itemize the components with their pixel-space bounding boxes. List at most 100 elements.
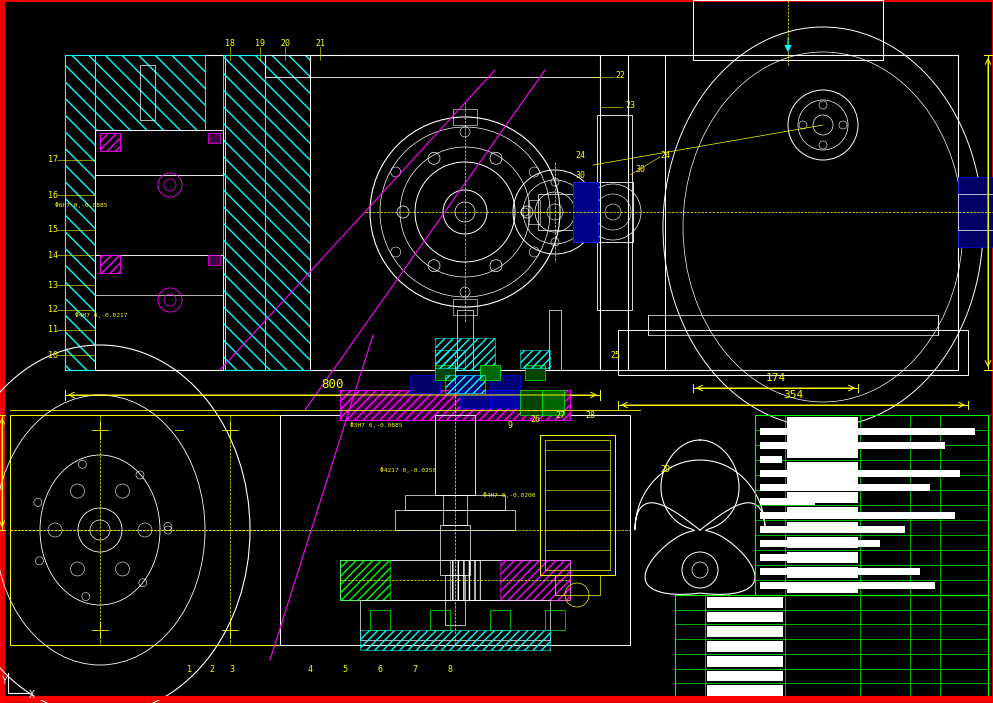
Bar	[340, 560, 570, 600]
Bar	[457, 310, 473, 370]
Bar	[450, 560, 480, 600]
Bar	[265, 55, 600, 77]
Text: Φ6H7 0,-0.0885: Φ6H7 0,-0.0885	[55, 202, 107, 208]
Bar	[787, 522, 858, 533]
Bar	[500, 560, 570, 600]
Bar	[760, 470, 960, 477]
Bar	[528, 200, 540, 224]
Text: 26: 26	[530, 415, 540, 425]
Bar	[208, 255, 220, 265]
Bar	[100, 255, 120, 273]
Bar	[310, 55, 665, 370]
Bar	[707, 641, 783, 652]
Text: 24: 24	[660, 150, 670, 160]
Bar	[65, 55, 95, 370]
Bar	[453, 109, 477, 125]
Bar	[525, 365, 545, 380]
Text: Y: Y	[2, 676, 8, 686]
Text: 15: 15	[48, 226, 58, 235]
Bar	[490, 390, 520, 408]
Bar	[265, 55, 310, 370]
Bar	[65, 55, 600, 370]
Bar	[445, 575, 465, 625]
Bar	[140, 65, 155, 120]
Bar	[760, 526, 905, 533]
Bar	[538, 194, 578, 230]
Bar	[760, 442, 945, 449]
Bar	[223, 55, 265, 370]
Bar	[410, 375, 440, 393]
Bar	[618, 330, 968, 375]
Text: 21: 21	[315, 39, 325, 48]
Text: 27: 27	[555, 411, 565, 420]
Text: 354: 354	[782, 390, 803, 400]
Bar	[648, 315, 938, 335]
Bar	[545, 440, 610, 570]
Bar	[100, 133, 120, 151]
Bar	[787, 477, 858, 488]
Text: 4: 4	[308, 666, 313, 674]
Bar	[760, 428, 975, 435]
Text: 800: 800	[322, 378, 344, 392]
Bar	[280, 415, 630, 645]
Bar	[95, 255, 223, 370]
Bar	[545, 610, 565, 630]
Text: 20: 20	[280, 39, 290, 48]
Text: 9: 9	[507, 420, 512, 430]
Text: 3: 3	[229, 666, 234, 674]
Bar	[100, 255, 120, 273]
Bar	[395, 510, 515, 530]
Bar	[958, 177, 993, 247]
Bar	[707, 656, 783, 666]
Bar	[360, 630, 550, 650]
Text: Φ4217 0,-0.0250: Φ4217 0,-0.0250	[380, 467, 436, 473]
Text: 29: 29	[660, 465, 670, 475]
Bar	[490, 375, 520, 393]
Bar	[707, 671, 783, 681]
Bar	[707, 612, 783, 622]
Text: 14: 14	[48, 250, 58, 259]
Bar	[760, 554, 850, 561]
Bar	[542, 390, 564, 415]
Bar	[787, 567, 858, 578]
Text: 30: 30	[635, 165, 645, 174]
Bar	[65, 55, 95, 370]
Bar	[10, 415, 280, 645]
Bar	[480, 365, 500, 380]
Text: 17: 17	[48, 155, 58, 165]
Bar	[95, 55, 225, 370]
Bar	[460, 390, 490, 408]
Bar	[787, 492, 858, 503]
Bar	[787, 582, 858, 593]
Text: 8: 8	[448, 666, 453, 674]
Bar	[450, 375, 480, 393]
Bar	[370, 610, 390, 630]
Bar	[755, 415, 988, 595]
Text: 10: 10	[48, 351, 58, 359]
Text: 13: 13	[48, 280, 58, 290]
Bar	[707, 626, 783, 637]
Text: X: X	[29, 690, 35, 700]
Bar	[445, 375, 485, 393]
Bar	[540, 435, 615, 575]
Text: 30: 30	[575, 171, 585, 179]
Bar	[787, 417, 858, 428]
Bar	[958, 194, 993, 230]
Bar	[453, 299, 477, 315]
Bar	[675, 595, 988, 698]
Text: 23: 23	[625, 101, 635, 110]
Bar	[435, 350, 465, 368]
Bar	[340, 560, 390, 600]
Text: 19: 19	[255, 39, 265, 48]
Bar	[958, 182, 993, 242]
Text: Φ3H7 0,-0.0885: Φ3H7 0,-0.0885	[350, 422, 402, 428]
Bar	[435, 365, 455, 380]
Bar	[787, 552, 858, 563]
Text: 11: 11	[48, 325, 58, 335]
Text: 2: 2	[210, 666, 214, 674]
Bar	[760, 568, 920, 575]
Bar	[693, 0, 883, 60]
Bar	[787, 447, 858, 458]
Bar	[95, 55, 205, 130]
Bar	[573, 182, 598, 242]
